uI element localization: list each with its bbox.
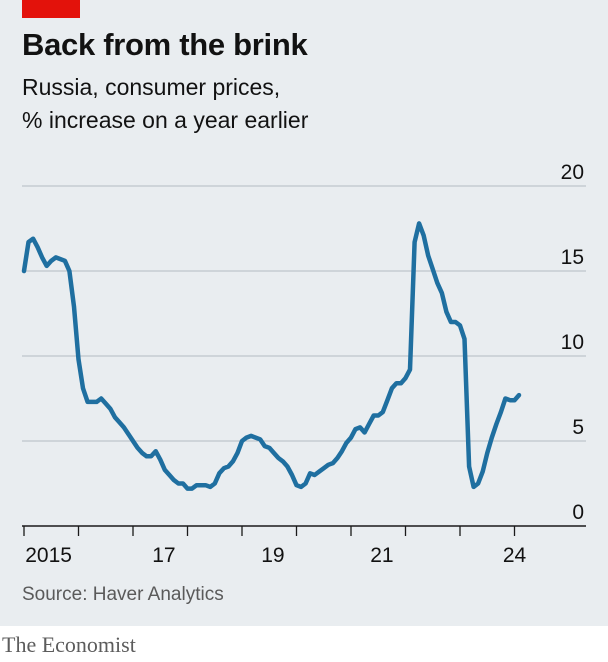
x-tick-label: 17 xyxy=(152,544,175,567)
y-tick-label: 0 xyxy=(572,501,584,524)
chart-subtitle: Russia, consumer prices, % increase on a… xyxy=(22,71,308,137)
chart-title: Back from the brink xyxy=(22,27,308,62)
red-tag xyxy=(22,0,80,18)
x-tick-label: 2015 xyxy=(25,544,72,567)
subtitle-line-2: % increase on a year earlier xyxy=(22,107,309,133)
source-note: Source: Haver Analytics xyxy=(22,584,224,605)
y-tick-label: 20 xyxy=(561,161,584,184)
x-tick-label: 21 xyxy=(370,544,393,567)
brand-wordmark: The Economist xyxy=(2,632,136,657)
y-tick-label: 5 xyxy=(572,416,584,439)
footer: The Economist xyxy=(0,626,608,662)
series-line-cpi xyxy=(21,221,522,491)
subtitle-line-1: Russia, consumer prices, xyxy=(22,74,281,100)
x-tick-label: 19 xyxy=(261,544,284,567)
y-tick-label: 10 xyxy=(561,331,584,354)
chart-panel: Back from the brink Russia, consumer pri… xyxy=(21,0,586,605)
y-tick-label: 15 xyxy=(561,246,584,269)
line-chart: 0 5 10 15 20 2015 17 19 21 24 xyxy=(21,161,586,567)
x-tick-label: 24 xyxy=(503,544,527,567)
